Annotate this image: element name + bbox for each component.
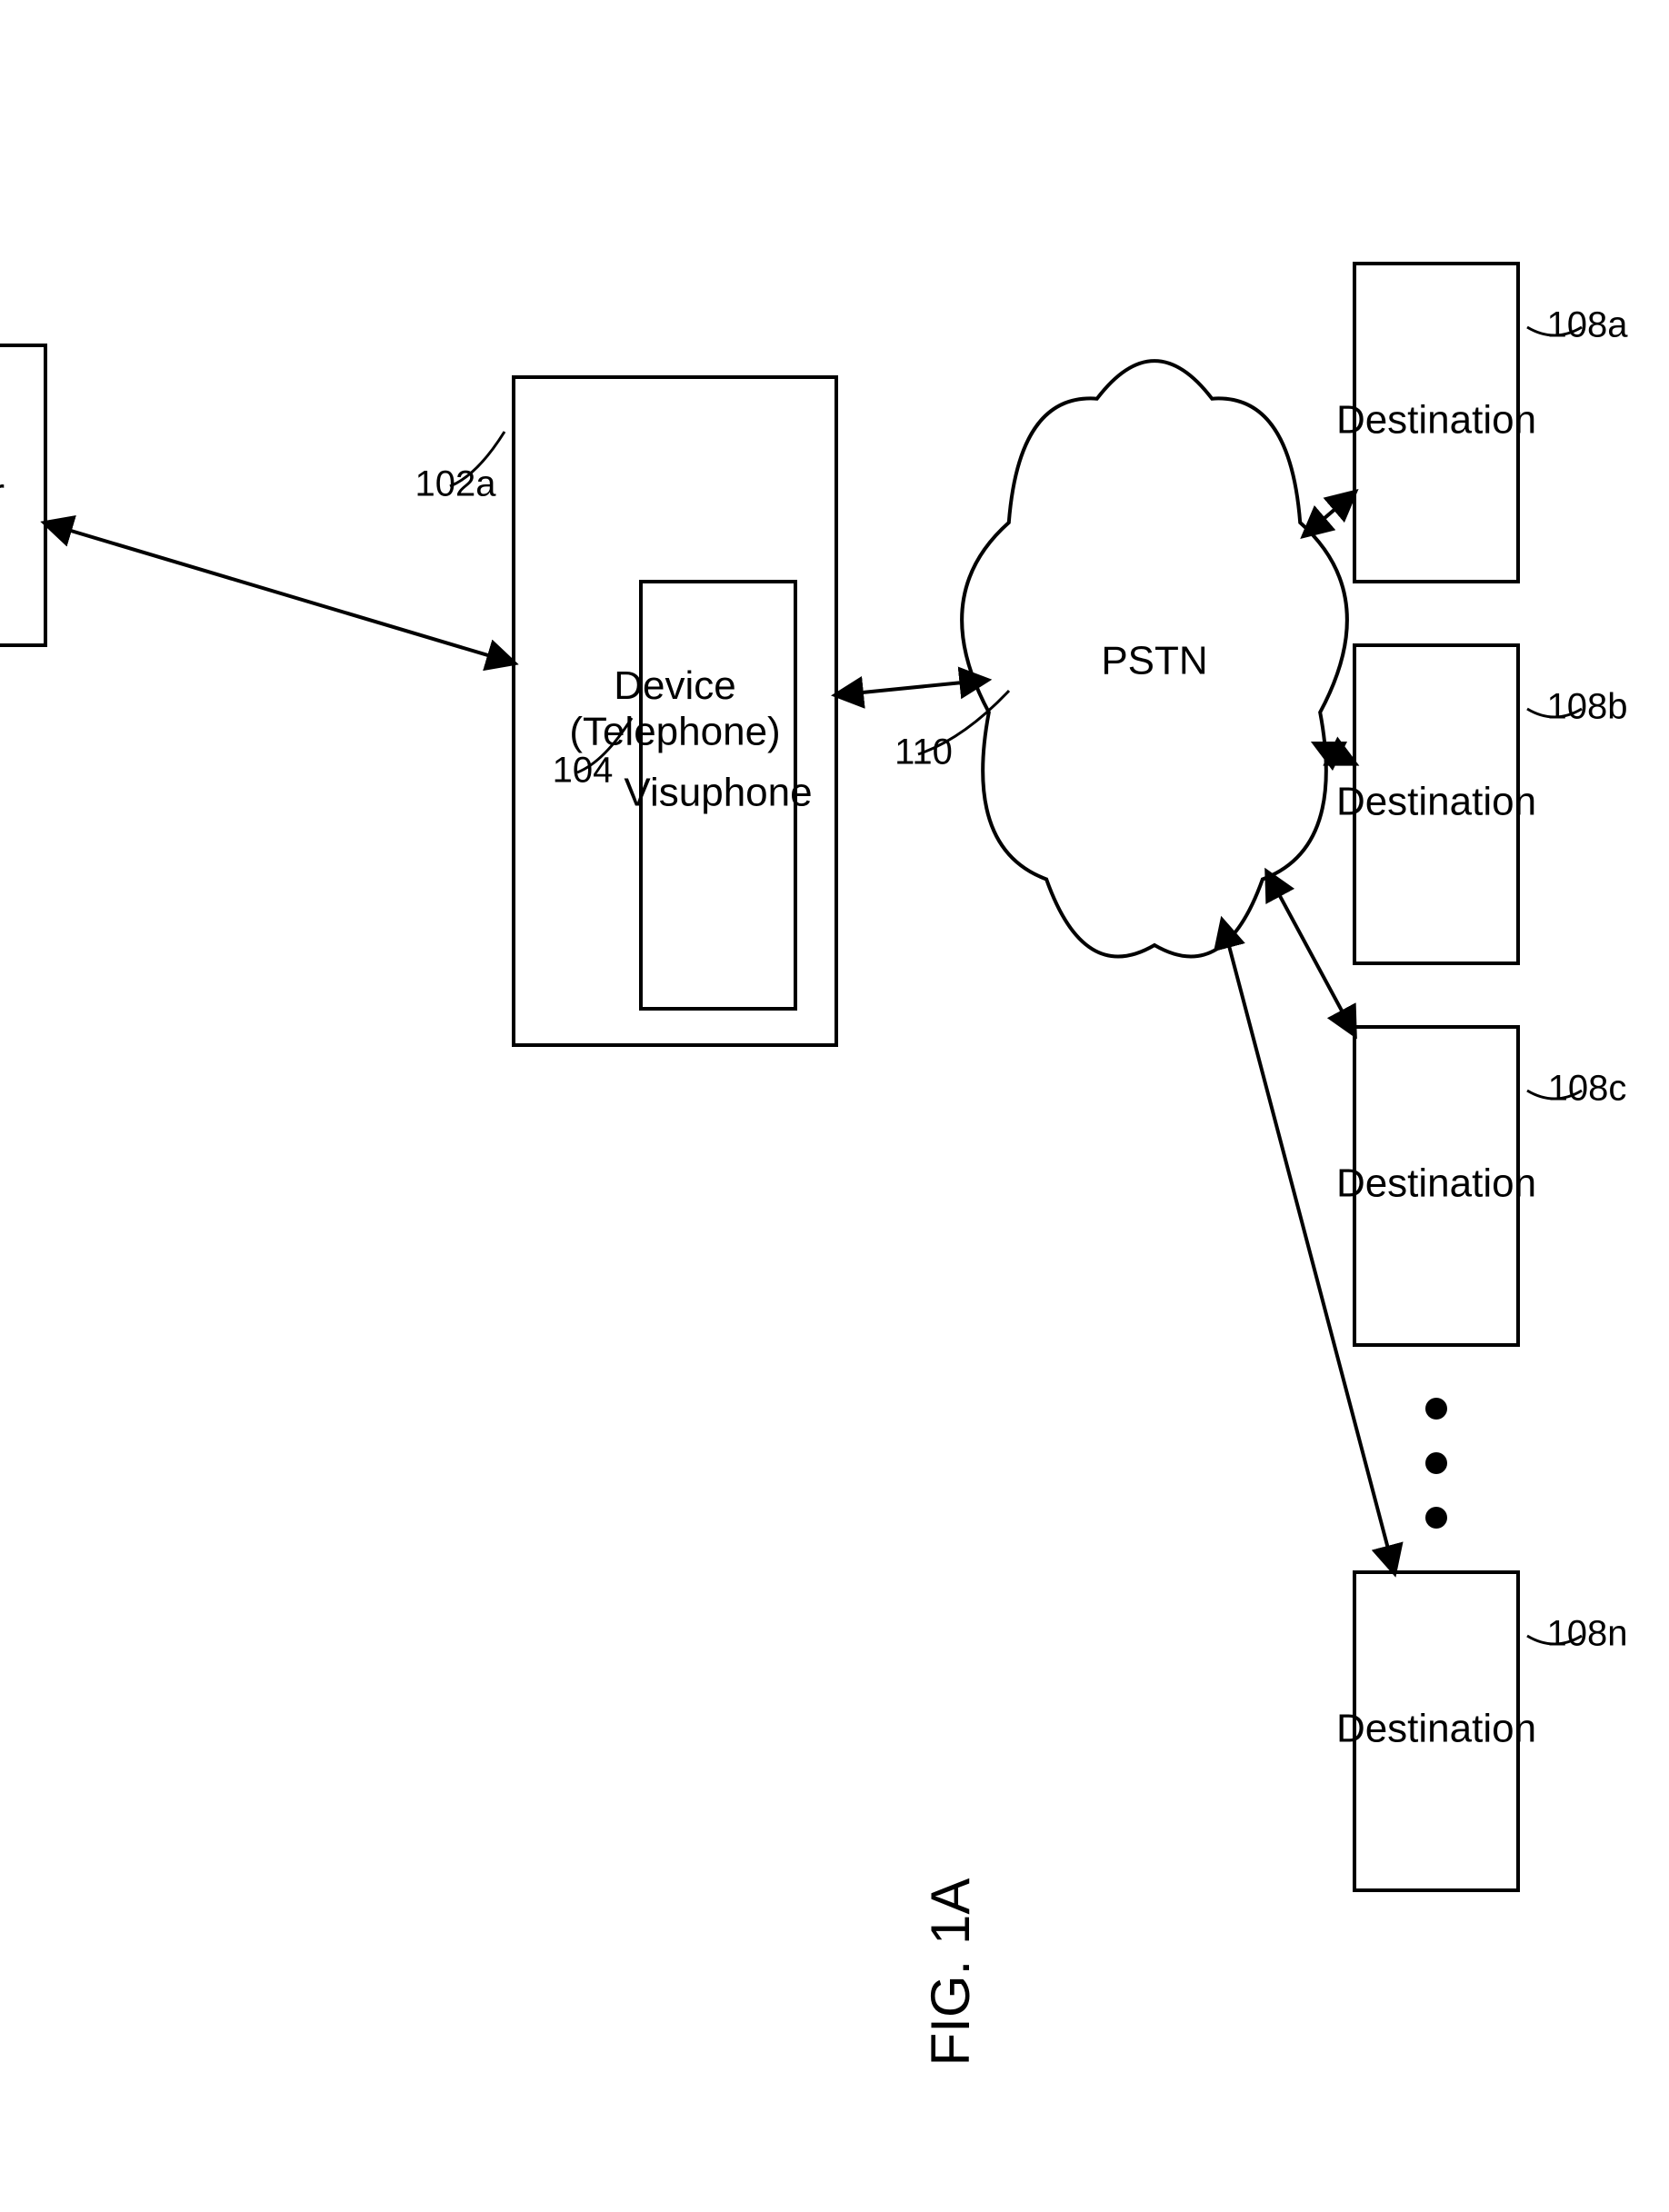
device-label: (Telephone) [569,709,780,753]
edge-pstn-dest_n [1223,922,1394,1572]
pstn-label: PSTN [1101,639,1207,683]
dest_n-ref: 108n [1547,1614,1628,1654]
dest_a-label: Destination [1336,398,1536,443]
device-label: Device [614,663,736,708]
figure-1a-diagram: Caller Device(Telephone) Visuphone PSTN Dest… [0,0,1669,2212]
edge-caller-device [45,523,514,663]
figure-caption: FIG. 1A [920,1878,981,2067]
caller-box [0,345,45,645]
dest_a-ref: 108a [1547,305,1629,345]
edge-device-pstn [836,680,986,694]
dest_n-label: Destination [1336,1707,1536,1751]
visuphone-label: Visuphone [624,771,812,815]
pstn-ref: 110 [894,732,953,772]
ellipsis-dot [1425,1507,1447,1529]
dest_c-label: Destination [1336,1161,1536,1206]
edge-pstn-dest_a [1304,493,1354,535]
caller-label: Caller [0,471,5,515]
edge-pstn-dest_c [1267,872,1354,1034]
edge-pstn-dest_b [1315,744,1354,763]
dest_b-ref: 108b [1547,687,1628,727]
dest_b-label: Destination [1336,780,1536,824]
ellipsis-dot [1425,1398,1447,1420]
dest_c-ref: 108c [1548,1069,1627,1109]
visuphone-ref: 104 [553,751,614,791]
ellipsis-dot [1425,1452,1447,1474]
device-ref: 102a [415,464,497,504]
